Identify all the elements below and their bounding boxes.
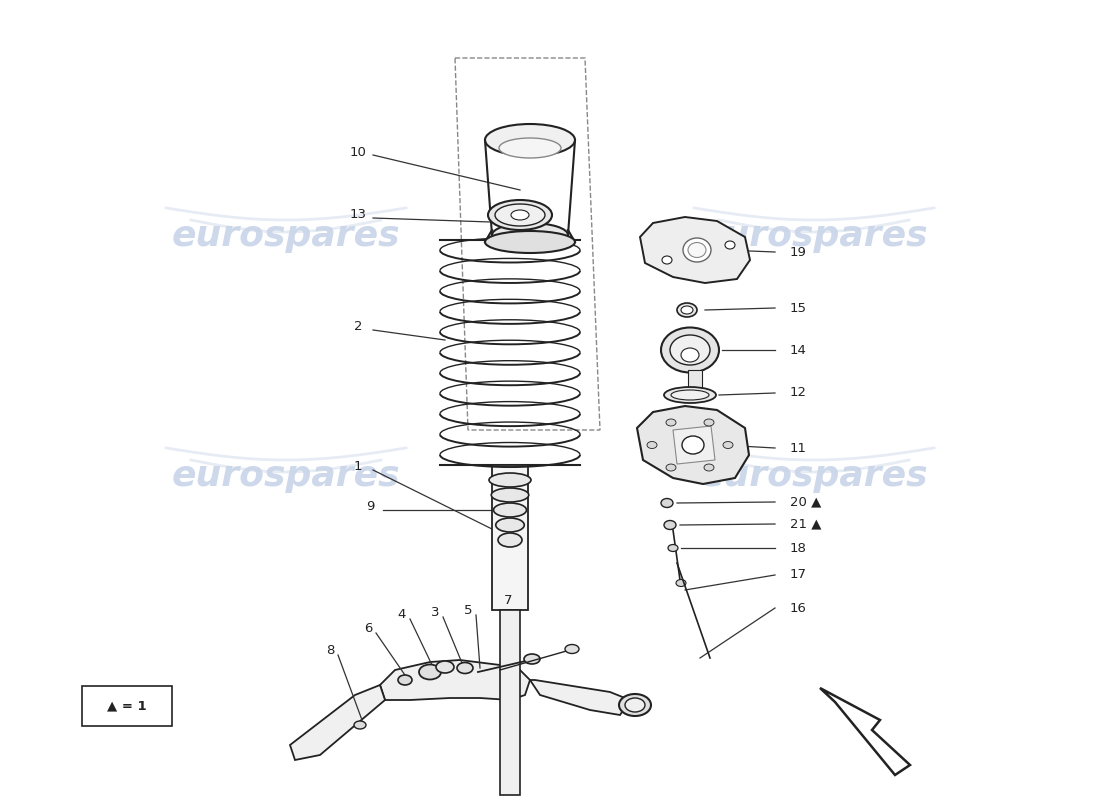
Text: 21 ▲: 21 ▲: [790, 518, 822, 530]
Ellipse shape: [704, 419, 714, 426]
Ellipse shape: [492, 488, 529, 502]
Polygon shape: [379, 660, 530, 700]
Ellipse shape: [683, 238, 711, 262]
Ellipse shape: [666, 419, 676, 426]
Polygon shape: [673, 426, 715, 464]
Ellipse shape: [662, 256, 672, 264]
Text: 3: 3: [431, 606, 439, 618]
Ellipse shape: [676, 579, 686, 586]
Text: 8: 8: [326, 643, 334, 657]
Ellipse shape: [398, 675, 412, 685]
Ellipse shape: [682, 436, 704, 454]
Ellipse shape: [664, 521, 676, 530]
Text: eurospares: eurospares: [700, 459, 928, 493]
Polygon shape: [820, 688, 910, 775]
Ellipse shape: [485, 231, 575, 253]
Ellipse shape: [725, 241, 735, 249]
Ellipse shape: [354, 721, 366, 729]
Ellipse shape: [688, 242, 706, 258]
Ellipse shape: [496, 518, 525, 532]
Ellipse shape: [661, 498, 673, 507]
Text: 15: 15: [790, 302, 807, 314]
Text: 5: 5: [464, 603, 472, 617]
Ellipse shape: [704, 464, 714, 471]
Polygon shape: [530, 680, 630, 715]
Ellipse shape: [681, 348, 698, 362]
Ellipse shape: [492, 223, 568, 247]
Ellipse shape: [647, 442, 657, 449]
Text: 16: 16: [790, 602, 807, 614]
Text: 2: 2: [354, 321, 362, 334]
Ellipse shape: [625, 698, 645, 712]
Ellipse shape: [488, 200, 552, 230]
Ellipse shape: [661, 327, 719, 373]
Ellipse shape: [666, 464, 676, 471]
Bar: [492, 465, 528, 610]
Text: 18: 18: [790, 542, 807, 554]
Bar: [82, 686, 172, 726]
Ellipse shape: [456, 662, 473, 674]
Bar: [500, 610, 520, 795]
Text: 4: 4: [398, 607, 406, 621]
Ellipse shape: [436, 661, 454, 673]
Ellipse shape: [723, 442, 733, 449]
Text: 14: 14: [790, 343, 807, 357]
Text: 9: 9: [366, 501, 374, 514]
Ellipse shape: [494, 503, 527, 517]
Ellipse shape: [419, 665, 441, 679]
Ellipse shape: [499, 138, 561, 158]
Ellipse shape: [524, 654, 540, 664]
Text: eurospares: eurospares: [172, 219, 400, 253]
Text: 20 ▲: 20 ▲: [790, 495, 822, 509]
Ellipse shape: [498, 533, 522, 547]
Text: 6: 6: [364, 622, 372, 634]
Ellipse shape: [681, 306, 693, 314]
Ellipse shape: [495, 204, 544, 226]
Polygon shape: [640, 217, 750, 283]
Ellipse shape: [565, 645, 579, 654]
Ellipse shape: [668, 545, 678, 551]
Polygon shape: [290, 685, 385, 760]
Text: 11: 11: [790, 442, 807, 454]
Ellipse shape: [485, 124, 575, 156]
Ellipse shape: [671, 390, 710, 400]
Ellipse shape: [664, 387, 716, 403]
Text: 19: 19: [790, 246, 807, 258]
Bar: [688, 370, 702, 388]
Ellipse shape: [619, 694, 651, 716]
Text: 7: 7: [504, 594, 513, 606]
Text: 1: 1: [354, 461, 362, 474]
Text: 12: 12: [790, 386, 807, 399]
Text: ▲ = 1: ▲ = 1: [107, 699, 146, 713]
Text: 17: 17: [790, 569, 807, 582]
Polygon shape: [637, 406, 749, 484]
Text: eurospares: eurospares: [172, 459, 400, 493]
Ellipse shape: [490, 473, 531, 487]
Text: 13: 13: [350, 209, 366, 222]
Text: eurospares: eurospares: [700, 219, 928, 253]
Ellipse shape: [676, 303, 697, 317]
Text: 10: 10: [350, 146, 366, 158]
Ellipse shape: [512, 210, 529, 220]
Ellipse shape: [670, 335, 710, 365]
